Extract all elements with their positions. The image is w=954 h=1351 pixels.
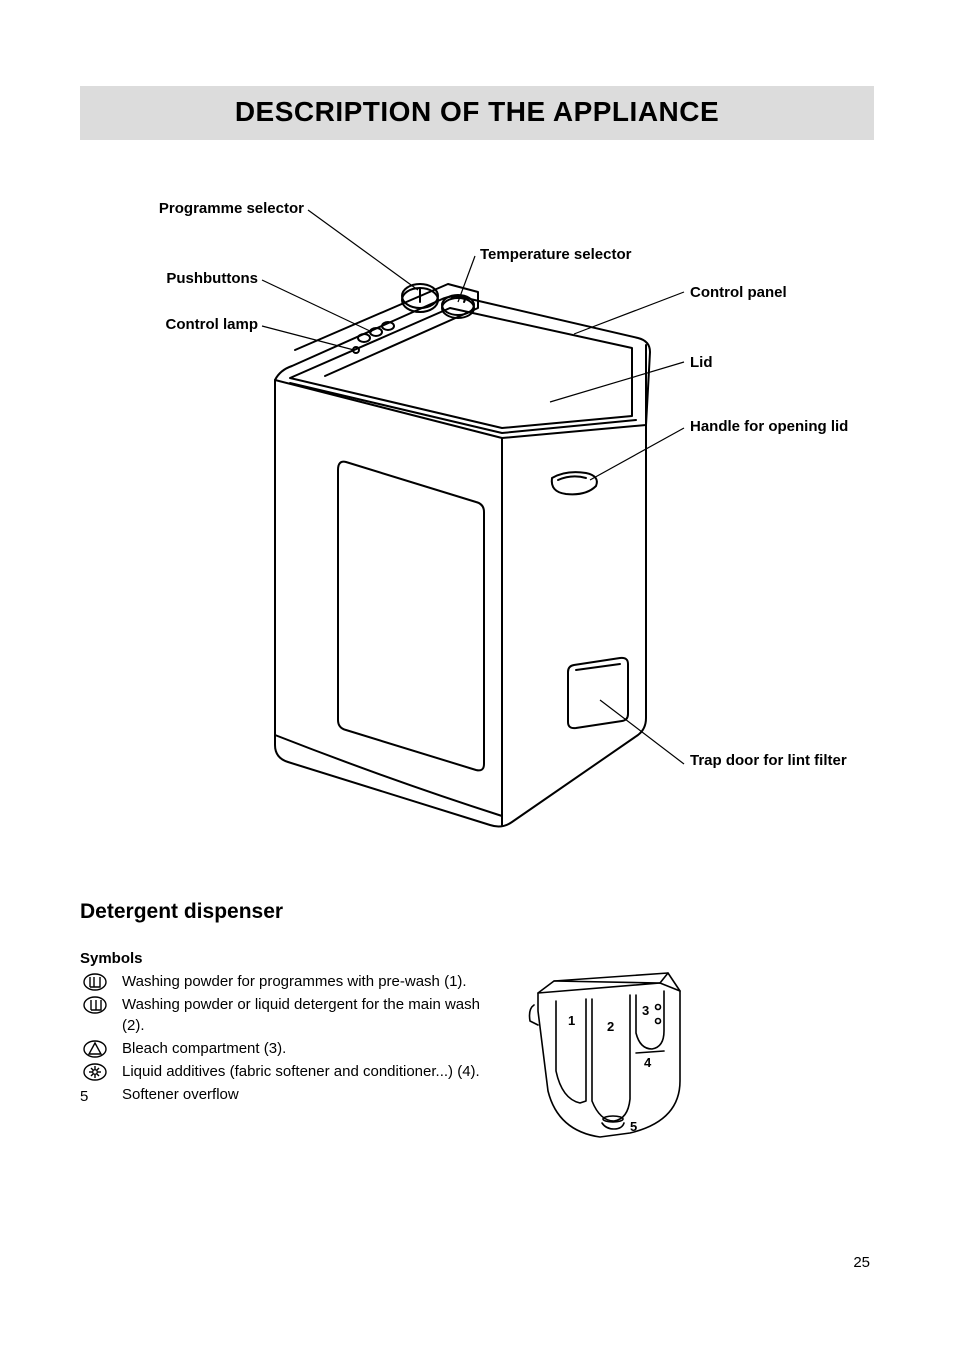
prewash-icon	[80, 971, 122, 991]
fig-num-5: 5	[630, 1119, 637, 1134]
bleach-icon	[80, 1038, 122, 1058]
label-control-lamp: Control lamp	[80, 316, 258, 335]
list-item: Liquid additives (fabric softener and co…	[80, 1061, 480, 1082]
mainwash-icon	[80, 994, 122, 1014]
symbols-heading: Symbols	[80, 950, 874, 967]
title-band: DESCRIPTION OF THE APPLIANCE	[80, 86, 874, 140]
page-title: DESCRIPTION OF THE APPLIANCE	[80, 96, 874, 128]
detergent-section: Detergent dispenser Symbols Washin	[80, 900, 874, 1141]
list-item: 5 Softener overflow	[80, 1084, 480, 1107]
list-item: Washing powder or liquid detergent for t…	[80, 994, 480, 1036]
label-pushbuttons: Pushbuttons	[80, 270, 258, 289]
list-item: Bleach compartment (3).	[80, 1038, 480, 1059]
detergent-heading: Detergent dispenser	[80, 900, 874, 924]
symbols-list: Washing powder for programmes with pre-w…	[80, 971, 480, 1109]
softener-icon	[80, 1061, 122, 1081]
symbol-text: Bleach compartment (3).	[122, 1038, 480, 1059]
fig-num-4: 4	[644, 1055, 652, 1070]
symbol-text: Washing powder or liquid detergent for t…	[122, 994, 480, 1036]
fig-num-2: 2	[607, 1019, 614, 1034]
dispenser-figure: 1 2 3 4 5	[510, 971, 700, 1141]
symbol-text: Softener overflow	[122, 1084, 480, 1105]
label-programme-selector: Programme selector	[80, 200, 304, 219]
label-lid: Lid	[690, 354, 860, 373]
fig-num-3: 3	[642, 1003, 649, 1018]
page-number: 25	[853, 1254, 870, 1271]
label-temperature-selector: Temperature selector	[480, 246, 730, 265]
label-trap-door: Trap door for lint filter	[690, 752, 860, 771]
label-handle: Handle for opening lid	[690, 418, 860, 437]
overflow-number: 5	[80, 1084, 122, 1107]
label-control-panel: Control panel	[690, 284, 860, 303]
appliance-diagram: Programme selector Pushbuttons Control l…	[80, 180, 874, 840]
symbol-text: Liquid additives (fabric softener and co…	[122, 1061, 480, 1082]
fig-num-1: 1	[568, 1013, 575, 1028]
symbol-text: Washing powder for programmes with pre-w…	[122, 971, 480, 992]
list-item: Washing powder for programmes with pre-w…	[80, 971, 480, 992]
